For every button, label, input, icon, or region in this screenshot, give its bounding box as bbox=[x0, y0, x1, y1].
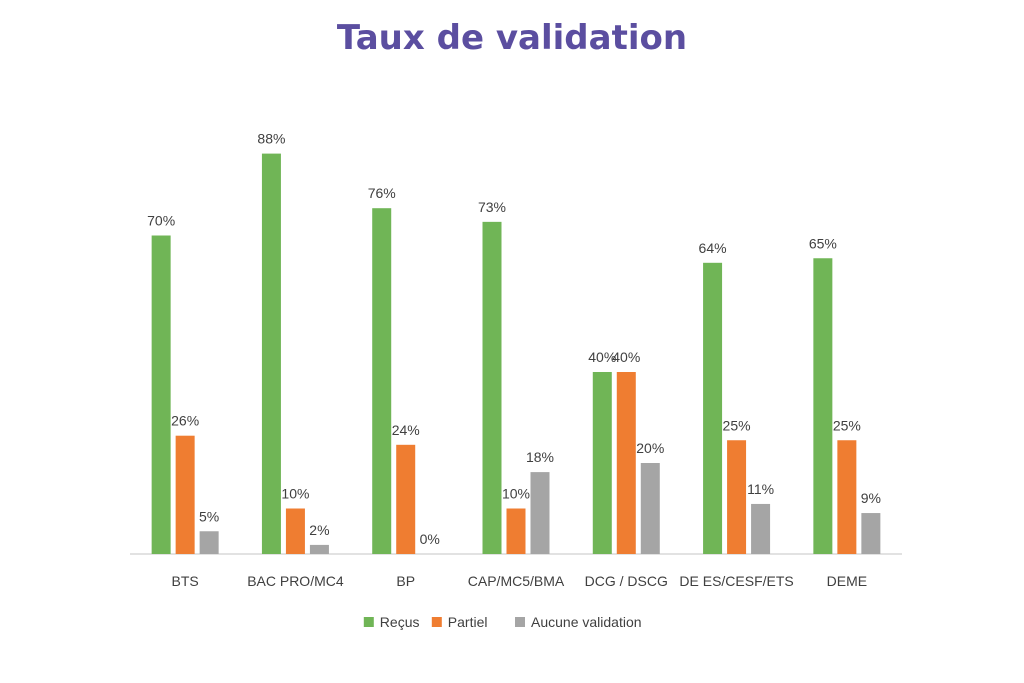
category-label: BAC PRO/MC4 bbox=[247, 573, 344, 589]
legend-item: Partiel bbox=[431, 614, 488, 630]
data-label: 26% bbox=[171, 413, 199, 429]
data-label: 24% bbox=[392, 422, 420, 438]
data-label: 11% bbox=[747, 481, 774, 497]
chart-title: Taux de validation bbox=[336, 18, 688, 58]
data-label: 65% bbox=[809, 235, 837, 251]
bar bbox=[837, 440, 857, 554]
category-label: BTS bbox=[172, 573, 199, 589]
bar bbox=[506, 508, 526, 554]
bar bbox=[261, 153, 281, 554]
category-label: DEME bbox=[827, 573, 867, 589]
bar bbox=[592, 372, 612, 554]
legend-swatch bbox=[363, 617, 374, 627]
bar bbox=[616, 372, 636, 554]
data-label: 70% bbox=[147, 213, 175, 229]
legend-item: Aucune validation bbox=[515, 614, 642, 630]
category-label: DE ES/CESF/ETS bbox=[679, 573, 793, 589]
data-label: 40% bbox=[588, 349, 616, 365]
data-label: 76% bbox=[368, 185, 396, 201]
data-label: 25% bbox=[723, 417, 751, 433]
bar bbox=[640, 463, 660, 554]
category-label: DCG / DSCG bbox=[585, 573, 668, 589]
data-label: 88% bbox=[257, 131, 285, 147]
data-label: 73% bbox=[478, 199, 506, 215]
legend-swatch bbox=[431, 617, 442, 627]
bar bbox=[530, 472, 550, 554]
data-label: 9% bbox=[861, 490, 881, 506]
category-label: BP bbox=[396, 573, 415, 589]
bar bbox=[396, 444, 416, 554]
bar bbox=[151, 235, 171, 554]
data-label: 64% bbox=[699, 240, 727, 256]
bar bbox=[727, 440, 747, 554]
data-label: 0% bbox=[420, 531, 440, 547]
data-label: 10% bbox=[281, 486, 309, 502]
data-label: 18% bbox=[526, 449, 554, 465]
data-label: 2% bbox=[309, 522, 329, 538]
data-label: 5% bbox=[199, 508, 219, 524]
bar bbox=[285, 508, 305, 554]
category-label: CAP/MC5/BMA bbox=[468, 573, 565, 589]
legend-label: Aucune validation bbox=[531, 614, 642, 630]
bar bbox=[751, 503, 771, 554]
legend-label: Reçus bbox=[380, 614, 420, 630]
legend-item: Reçus bbox=[363, 614, 420, 630]
bar bbox=[199, 531, 219, 554]
bar bbox=[482, 221, 502, 554]
data-label: 10% bbox=[502, 486, 530, 502]
bar bbox=[372, 208, 392, 554]
legend-swatch bbox=[515, 617, 525, 627]
bar bbox=[813, 258, 833, 554]
bar bbox=[175, 435, 195, 554]
data-label: 25% bbox=[833, 417, 861, 433]
legend-label: Partiel bbox=[448, 614, 488, 630]
data-label: 40% bbox=[612, 349, 640, 365]
data-label: 20% bbox=[636, 440, 664, 456]
bar bbox=[703, 262, 723, 554]
bar bbox=[309, 544, 329, 554]
bar bbox=[861, 513, 881, 554]
